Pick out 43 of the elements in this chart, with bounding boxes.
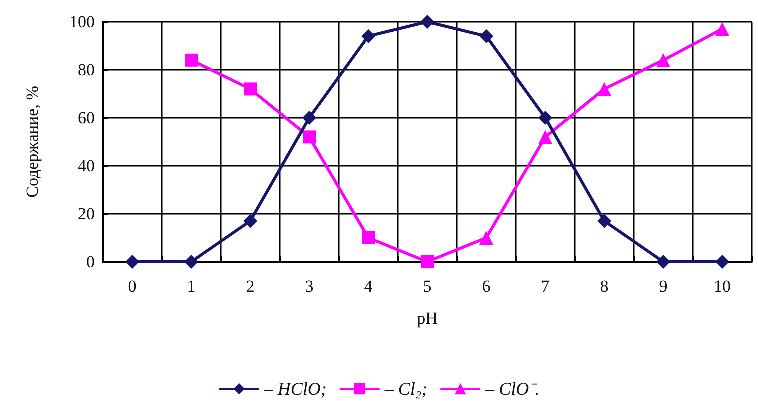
point [421,256,434,268]
x-tick-label: 4 [364,277,374,296]
x-axis-title: pH [417,309,438,328]
legend-label: – ClO⁻. [484,379,540,399]
y-tick-label: 40 [78,156,95,176]
y-tick-label: 60 [78,108,95,128]
y-axis-title: Содержание, % [23,86,42,198]
point [185,54,198,67]
point [184,255,198,269]
point [420,15,434,29]
point [480,29,494,44]
point [480,231,494,245]
x-tick-label: 0 [128,277,137,296]
point [598,214,612,228]
point [538,130,552,144]
y-tick-label: 80 [78,60,95,80]
y-tick-label: 100 [70,12,95,32]
point [244,214,258,228]
point [716,255,730,269]
legend-label: – Cl₂; [384,379,428,399]
legend-label: – HClO; [263,379,327,399]
x-tick-label: 1 [187,277,196,296]
x-tick-label: 9 [659,277,668,296]
x-tick-label: 6 [482,277,491,296]
point [362,232,375,244]
point [303,130,316,144]
x-tick-label: 7 [541,277,550,296]
x-tick-label: 8 [600,277,609,296]
point [126,255,140,269]
x-tick-label: 10 [714,277,731,296]
point [656,53,670,68]
y-tick-label: 20 [78,204,95,224]
x-tick-label: 5 [423,277,432,296]
x-tick-label: 3 [305,277,314,296]
point [538,111,552,125]
point [362,29,376,44]
point [598,82,612,96]
y-tick-label: 0 [86,252,95,272]
point [244,82,257,96]
point [656,255,670,269]
point [302,111,316,125]
x-tick-label: 2 [246,277,255,296]
point [716,22,730,36]
